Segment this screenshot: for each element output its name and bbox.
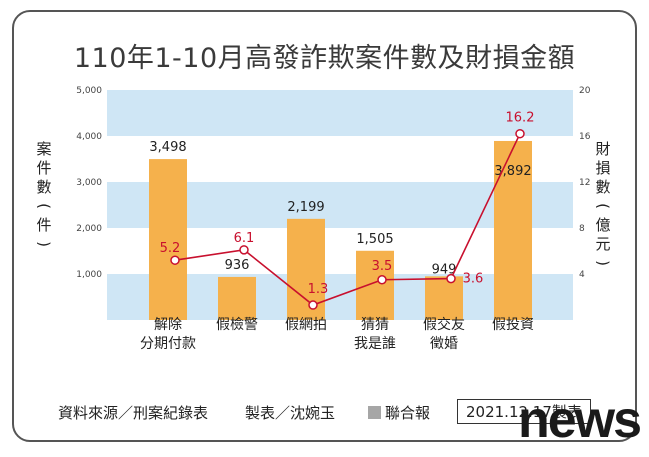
- category-label: 假檢警: [216, 316, 258, 333]
- right-tick-label: 4: [579, 270, 585, 280]
- left-axis-title: 件: [36, 159, 51, 177]
- line-value-label: 3.5: [372, 259, 393, 274]
- category-label: 我是誰: [354, 336, 396, 352]
- left-axis-title: 件: [36, 216, 51, 234]
- bar: [494, 140, 532, 320]
- line-point: [170, 255, 180, 265]
- line-value-label: 6.1: [234, 231, 255, 246]
- line-value-label: 16.2: [506, 111, 535, 126]
- bar: [149, 159, 187, 320]
- bar: [425, 276, 463, 320]
- left-tick-label: 1,000: [76, 270, 102, 280]
- category-label: 解除: [154, 317, 182, 333]
- bar: [356, 250, 394, 320]
- left-axis-title: (: [35, 203, 53, 209]
- maker-note: 製表／沈婉玉: [245, 404, 336, 422]
- left-tick-label: 4,000: [76, 132, 102, 142]
- right-tick-label: 8: [579, 224, 585, 234]
- bar-value-label: 2,199: [287, 200, 324, 215]
- category-label: 假投資: [492, 317, 534, 333]
- category-label: 分期付款: [140, 336, 196, 352]
- line-point: [377, 275, 387, 285]
- right-axis-title: 財: [595, 140, 610, 158]
- right-axis-title: 數: [595, 178, 610, 196]
- chart-title: 110年1-10月高發詐欺案件數及財損金額: [73, 43, 576, 74]
- bar-value-label: 936: [225, 258, 250, 273]
- left-tick-label: 3,000: [76, 178, 102, 188]
- right-axis-title: 元: [595, 235, 610, 253]
- line-point: [239, 245, 249, 255]
- right-axis-title: 億: [595, 216, 610, 234]
- right-axis-title: ): [594, 260, 612, 266]
- category-label: 猜猜: [361, 317, 389, 333]
- line-value-label: 3.6: [463, 272, 484, 287]
- category-label: 假網拍: [285, 317, 327, 333]
- category-label: 徵婚: [430, 336, 458, 352]
- publisher-name: 聯合報: [385, 404, 431, 422]
- right-axis-title: (: [594, 203, 612, 209]
- right-tick-label: 16: [579, 132, 591, 142]
- line-point: [308, 300, 318, 310]
- right-tick-label: 20: [579, 86, 591, 96]
- bar: [287, 218, 325, 320]
- line-series: [174, 133, 521, 306]
- publisher-note: 聯合報: [368, 402, 430, 423]
- bar-value-label: 3,498: [149, 140, 186, 155]
- category-label: 假交友: [423, 316, 465, 333]
- line-value-label: 5.2: [160, 241, 181, 256]
- right-tick-label: 12: [579, 178, 590, 188]
- line-point: [446, 273, 456, 284]
- left-tick-label: 5,000: [76, 86, 102, 96]
- bar: [218, 276, 256, 320]
- left-axis-title: 案: [36, 140, 51, 158]
- line-point: [515, 128, 525, 139]
- left-axis-title: ): [35, 241, 53, 247]
- grid-band: [107, 90, 573, 136]
- date-stamp: 2021.12.17製表: [457, 399, 591, 424]
- bar-value-label: 1,505: [356, 232, 393, 247]
- source-note: 資料來源／刑案紀錄表: [58, 404, 209, 422]
- news-logo: news: [518, 391, 642, 449]
- right-axis-title: 損: [595, 159, 610, 177]
- bar-value-label: 949: [432, 262, 457, 277]
- publisher-square-icon: [368, 406, 381, 419]
- left-axis-title: 數: [36, 178, 51, 196]
- left-tick-label: 2,000: [76, 224, 102, 234]
- line-value-label: 1.3: [308, 282, 329, 297]
